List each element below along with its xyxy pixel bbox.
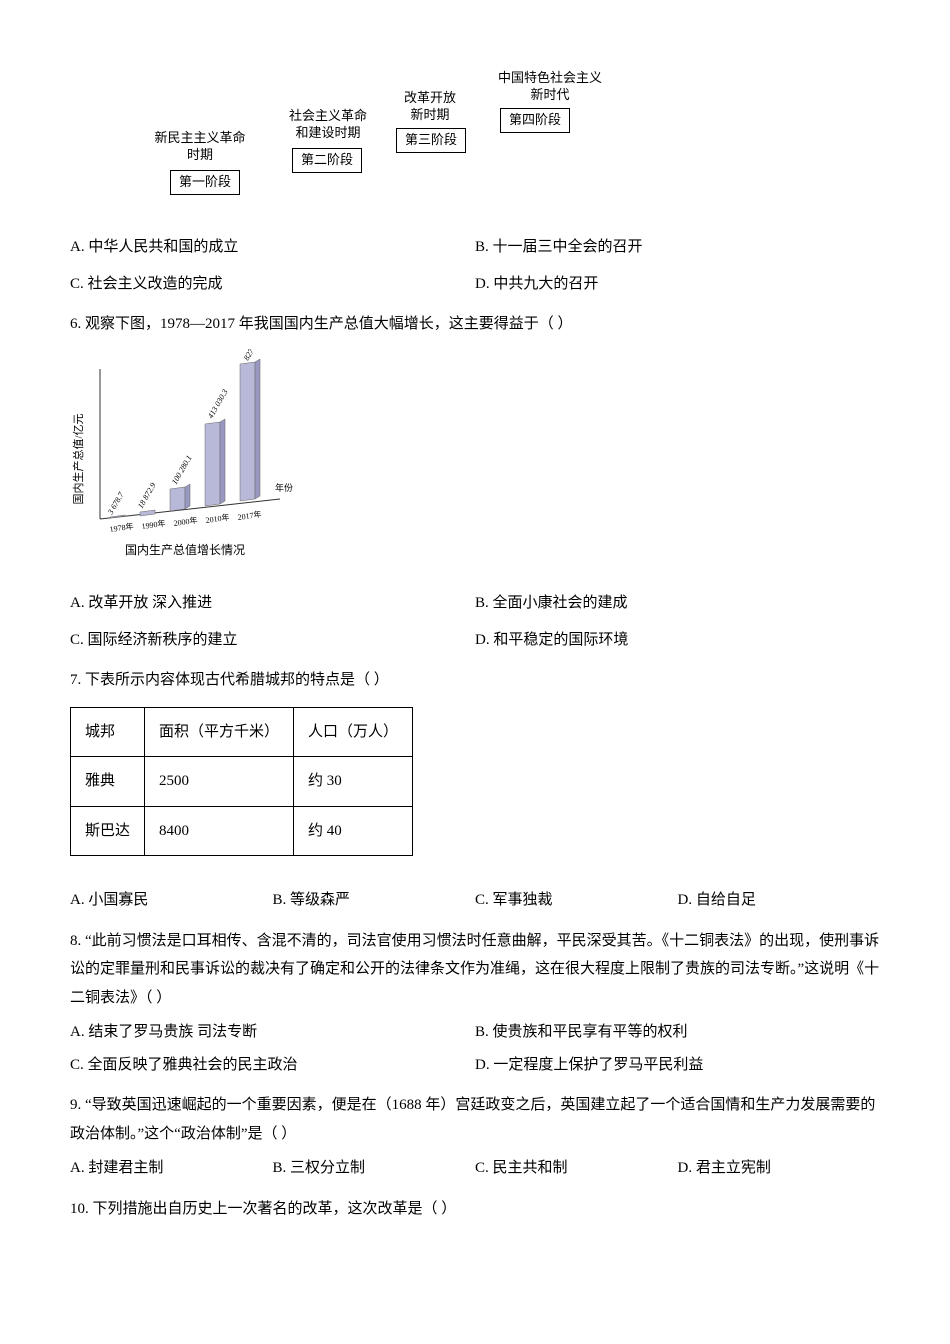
q6-opt-c: C. 国际经济新秩序的建立 (70, 626, 475, 655)
q10-text: 10. 下列措施出自历史上一次著名的改革，这次改革是（ ） (70, 1195, 880, 1224)
chart-caption: 国内生产总值增长情况 (125, 542, 245, 557)
stage1-top: 新民主主义革命时期 (140, 130, 260, 164)
q8-text: 8. “此前习惯法是口耳相传、含混不清的，司法官使用习惯法时任意曲解，平民深受其… (70, 927, 880, 1013)
svg-text:2000年: 2000年 (173, 514, 198, 527)
q7-th-2: 人口（万人） (294, 707, 413, 757)
q7-opt-b: B. 等级森严 (273, 886, 476, 915)
chart-bars (110, 359, 260, 518)
q5-opt-d: D. 中共九大的召开 (475, 270, 880, 299)
q5-diagram-wrapper: 中国特色社会主义新时代 第四阶段 改革开放新时期 第三阶段 社会主义革命和建设时… (70, 60, 880, 225)
svg-text:3 678.7: 3 678.7 (105, 489, 126, 516)
table-row: 雅典 2500 约 30 (71, 757, 413, 807)
q7-th-0: 城邦 (71, 707, 145, 757)
q8-options-row2: C. 全面反映了雅典社会的民主政治 D. 一定程度上保护了罗马平民利益 (70, 1051, 880, 1080)
stage2-top: 社会主义革命和建设时期 (278, 108, 378, 142)
q9-opt-d: D. 君主立宪制 (678, 1154, 881, 1183)
q7-opt-a: A. 小国寡民 (70, 886, 273, 915)
q8-opt-d: D. 一定程度上保护了罗马平民利益 (475, 1051, 880, 1080)
q9-opt-b: B. 三权分立制 (273, 1154, 476, 1183)
q9-text: 9. “导致英国迅速崛起的一个重要因素，便是在（1688 年）宫廷政变之后，英国… (70, 1091, 880, 1148)
stage3-top: 改革开放新时期 (390, 90, 470, 124)
q8-opt-a: A. 结束了罗马贵族 司法专断 (70, 1018, 475, 1047)
q6-options-row1: A. 改革开放 深入推进 B. 全面小康社会的建成 (70, 589, 880, 618)
q8-opt-c: C. 全面反映了雅典社会的民主政治 (70, 1051, 475, 1080)
q9-options-row: A. 封建君主制 B. 三权分立制 C. 民主共和制 D. 君主立宪制 (70, 1154, 880, 1183)
svg-text:413 030.3: 413 030.3 (206, 387, 230, 419)
stage-diagram: 中国特色社会主义新时代 第四阶段 改革开放新时期 第三阶段 社会主义革命和建设时… (100, 70, 600, 210)
q7-options-row: A. 小国寡民 B. 等级森严 C. 军事独裁 D. 自给自足 (70, 886, 880, 915)
q6-text: 6. 观察下图，1978—2017 年我国国内生产总值大幅增长，这主要得益于（ … (70, 310, 880, 339)
svg-text:18 872.9: 18 872.9 (136, 481, 158, 510)
table-row: 斯巴达 8400 约 40 (71, 806, 413, 856)
q7-opt-d: D. 自给自足 (678, 886, 881, 915)
q5-opt-a: A. 中华人民共和国的成立 (70, 233, 475, 262)
svg-text:1978年: 1978年 (109, 520, 134, 533)
q7-table: 城邦 面积（平方千米） 人口（万人） 雅典 2500 约 30 斯巴达 8400… (70, 707, 413, 857)
svg-text:827 121.7: 827 121.7 (242, 349, 266, 362)
q9-opt-c: C. 民主共和制 (475, 1154, 678, 1183)
q6-opt-d: D. 和平稳定的国际环境 (475, 626, 880, 655)
q9-opt-a: A. 封建君主制 (70, 1154, 273, 1183)
q8-opt-b: B. 使贵族和平民享有平等的权利 (475, 1018, 880, 1047)
stage2-box: 第二阶段 (292, 148, 362, 173)
stage3-box: 第三阶段 (396, 128, 466, 153)
q6-chart: 国内生产总值/亿元 3 678.7 18 872.9 100 280.1 413… (70, 349, 300, 580)
q5-options-row2: C. 社会主义改造的完成 D. 中共九大的召开 (70, 270, 880, 299)
svg-text:100 280.1: 100 280.1 (170, 453, 194, 485)
q6-opt-a: A. 改革开放 深入推进 (70, 589, 475, 618)
svg-text:1990年: 1990年 (141, 517, 166, 530)
svg-text:2010年: 2010年 (205, 511, 230, 524)
stage4-box: 第四阶段 (500, 108, 570, 133)
q5-options-row1: A. 中华人民共和国的成立 B. 十一届三中全会的召开 (70, 233, 880, 262)
chart-ylabel: 国内生产总值/亿元 (71, 413, 85, 504)
q5-opt-b: B. 十一届三中全会的召开 (475, 233, 880, 262)
svg-text:2017年: 2017年 (237, 508, 262, 521)
q7-opt-c: C. 军事独裁 (475, 886, 678, 915)
stage1-box: 第一阶段 (170, 170, 240, 195)
q6-opt-b: B. 全面小康社会的建成 (475, 589, 880, 618)
svg-text:年份: 年份 (275, 482, 293, 493)
q7-text: 7. 下表所示内容体现古代希腊城邦的特点是（ ） (70, 666, 880, 695)
stage4-top: 中国特色社会主义新时代 (480, 70, 620, 104)
q8-options-row1: A. 结束了罗马贵族 司法专断 B. 使贵族和平民享有平等的权利 (70, 1018, 880, 1047)
q6-options-row2: C. 国际经济新秩序的建立 D. 和平稳定的国际环境 (70, 626, 880, 655)
q7-th-1: 面积（平方千米） (145, 707, 294, 757)
q5-opt-c: C. 社会主义改造的完成 (70, 270, 475, 299)
